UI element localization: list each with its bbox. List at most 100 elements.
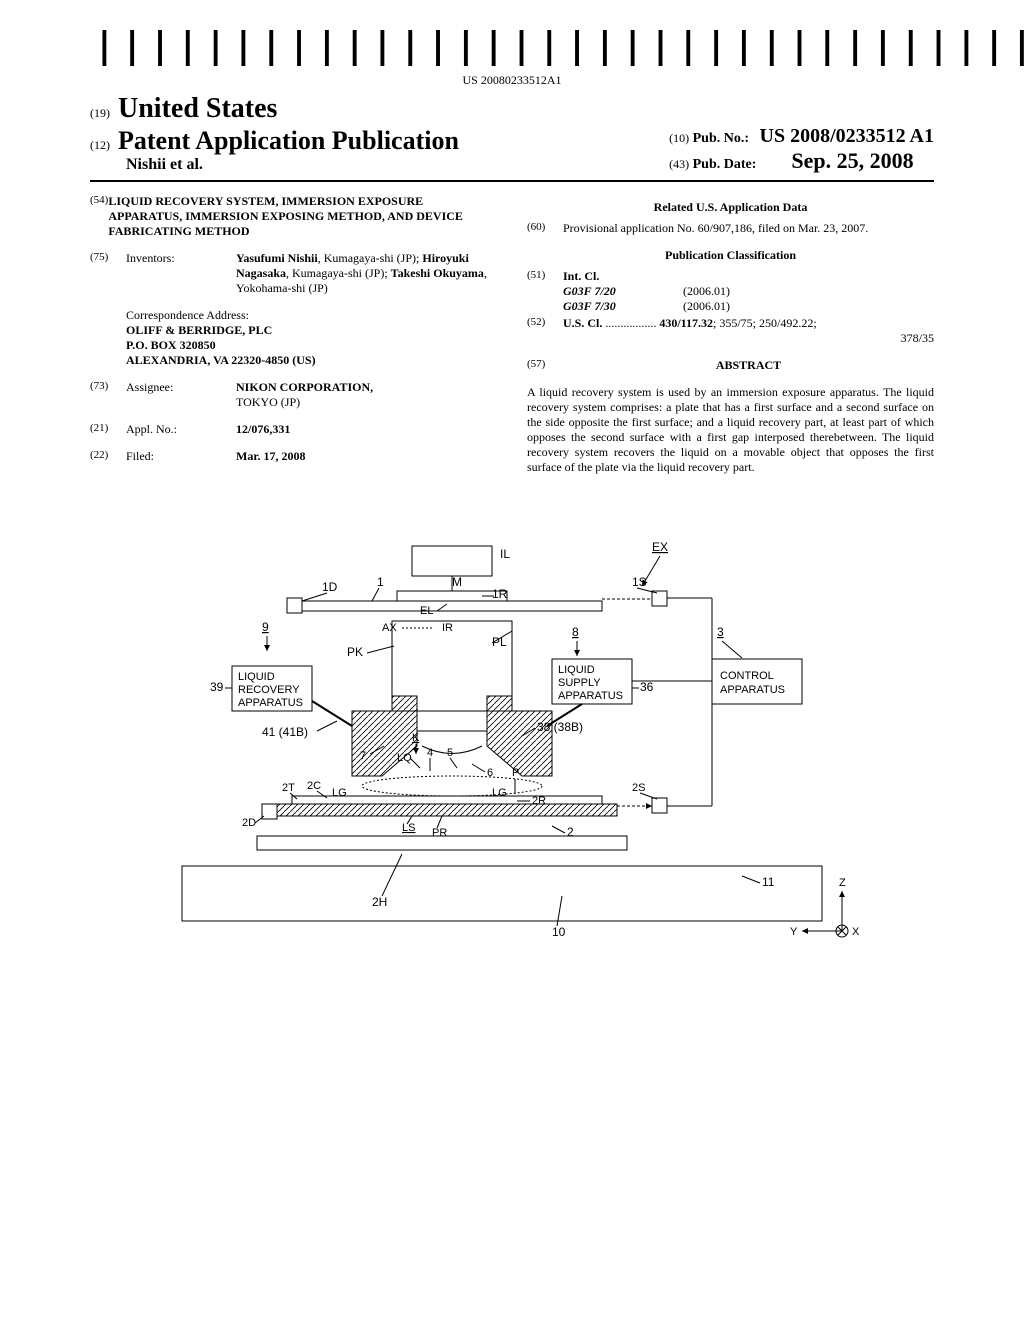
intcl1-ver: (2006.01) [683, 284, 730, 299]
pubdate-value: Sep. 25, 2008 [791, 148, 913, 173]
publication-title: Patent Application Publication [118, 126, 459, 156]
left-column: (54) LIQUID RECOVERY SYSTEM, IMMERSION E… [90, 194, 497, 476]
pubno-label: Pub. No.: [693, 131, 749, 146]
pubclass-head: Publication Classification [527, 248, 934, 263]
header-block: (19) United States (12) Patent Applicati… [90, 93, 934, 182]
lbl-4: 4 [427, 747, 433, 759]
lbl-36: 36 [640, 680, 654, 694]
invention-title: LIQUID RECOVERY SYSTEM, IMMERSION EXPOSU… [108, 194, 497, 239]
assignee-name: NIKON CORPORATION, [236, 380, 373, 394]
lbl-recov2: RECOVERY [238, 684, 300, 696]
assignee-label: Assignee: [126, 380, 236, 410]
lbl-K: K [412, 732, 420, 744]
intcl-label: Int. Cl. [563, 269, 934, 284]
lbl-M: M [452, 575, 462, 589]
abstract-text: A liquid recovery system is used by an i… [527, 385, 934, 475]
field-57-num: (57) [527, 358, 563, 373]
barcode-region: ||||||||||||||||||||||||||||||||||||||||… [90, 30, 934, 88]
lbl-sup3: APPARATUS [558, 690, 623, 702]
lbl-39: 39 [210, 680, 224, 694]
provisional-text: Provisional application No. 60/907,186, … [563, 221, 868, 236]
lbl-Y: Y [790, 926, 798, 938]
field-52-num: (52) [527, 316, 563, 346]
lbl-2T: 2T [282, 782, 295, 794]
lbl-5: 5 [447, 747, 453, 759]
field-73-num: (73) [90, 380, 126, 410]
lbl-2R: 2R [532, 795, 546, 807]
country-title: United States [118, 93, 277, 125]
filed-value: Mar. 17, 2008 [236, 449, 497, 464]
lbl-PK: PK [347, 645, 363, 659]
pubno-num: (10) [669, 131, 689, 145]
uscl-label: U.S. Cl. [563, 316, 602, 330]
lbl-LQ: LQ [397, 752, 412, 764]
inventors-value: Yasufumi Nishii, Kumagaya-shi (JP); Hiro… [236, 251, 497, 296]
assignee-value: NIKON CORPORATION, TOKYO (JP) [236, 380, 497, 410]
lbl-10: 10 [552, 925, 566, 939]
lbl-LS: LS [402, 822, 415, 834]
lbl-2D: 2D [242, 817, 256, 829]
lbl-LG2: LG [492, 787, 507, 799]
field-60-num: (60) [527, 221, 563, 236]
pubno-value: US 2008/0233512 A1 [760, 125, 934, 147]
lbl-38: 38 (38B) [537, 720, 583, 734]
lbl-AX: AX [382, 622, 397, 634]
pubdate-label: Pub. Date: [693, 157, 757, 172]
lbl-sup1: LIQUID [558, 664, 595, 676]
lbl-ctrl1: CONTROL [720, 670, 774, 682]
lbl-1D: 1D [322, 580, 338, 594]
lbl-11: 11 [762, 875, 775, 889]
field-54-num: (54) [90, 194, 108, 239]
filed-label: Filed: [126, 449, 236, 464]
barcode-number: US 20080233512A1 [90, 73, 934, 88]
right-column: Related U.S. Application Data (60) Provi… [527, 194, 934, 476]
lbl-recov1: LIQUID [238, 671, 275, 683]
lbl-EX: EX [652, 540, 668, 554]
patent-figure: IL EX M 1 EL 1R 1D 1S AX IR 9 8 PL PK LI… [90, 536, 934, 971]
appl-label: Appl. No.: [126, 422, 236, 437]
lbl-41: 41 (41B) [262, 725, 308, 739]
field-75-num: (75) [90, 251, 126, 296]
field-22-num: (22) [90, 449, 126, 464]
lbl-recov3: APPARATUS [238, 697, 303, 709]
correspondence-block: Correspondence Address: OLIFF & BERRIDGE… [126, 308, 316, 368]
field-21-num: (21) [90, 422, 126, 437]
lbl-2S: 2S [632, 782, 645, 794]
lbl-EL: EL [420, 605, 433, 617]
inventors-label: Inventors: [126, 251, 236, 296]
intcl2-code: G03F 7/30 [563, 299, 683, 314]
lbl-3: 3 [717, 625, 724, 639]
appl-value: 12/076,331 [236, 422, 497, 437]
related-head: Related U.S. Application Data [527, 200, 934, 215]
lbl-1S: 1S [632, 575, 647, 589]
lbl-2C: 2C [307, 780, 321, 792]
intcl1-code: G03F 7/20 [563, 284, 683, 299]
corr-line3: ALEXANDRIA, VA 22320-4850 (US) [126, 353, 316, 368]
lbl-2H: 2H [372, 895, 387, 909]
lbl-IR: IR [442, 622, 453, 634]
lbl-Z: Z [839, 877, 846, 889]
lbl-1R: 1R [492, 587, 508, 601]
authors: Nishii et al. [126, 156, 459, 174]
lbl-P: P [512, 767, 519, 779]
abstract-label: ABSTRACT [563, 358, 934, 373]
pub-info: (10) Pub. No.: US 2008/0233512 A1 (43) P… [669, 125, 934, 174]
field-51-num: (51) [527, 269, 563, 314]
corr-line2: P.O. BOX 320850 [126, 338, 316, 353]
lbl-8: 8 [572, 625, 579, 639]
corr-label: Correspondence Address: [126, 308, 316, 323]
intcl2-ver: (2006.01) [683, 299, 730, 314]
lbl-1: 1 [377, 575, 384, 589]
lbl-X: X [852, 926, 860, 938]
lbl-7: 7 [360, 750, 366, 762]
bibliographic-columns: (54) LIQUID RECOVERY SYSTEM, IMMERSION E… [90, 194, 934, 476]
lbl-PR: PR [432, 827, 447, 839]
pubdate-num: (43) [669, 157, 689, 171]
lbl-sup2: SUPPLY [558, 677, 601, 689]
lbl-9: 9 [262, 620, 269, 634]
assignee-loc: TOKYO (JP) [236, 395, 300, 409]
lbl-IL: IL [500, 547, 510, 561]
header-19-num: (19) [90, 106, 110, 121]
barcode: ||||||||||||||||||||||||||||||||||||||||… [90, 30, 1024, 66]
header-12-num: (12) [90, 138, 110, 153]
